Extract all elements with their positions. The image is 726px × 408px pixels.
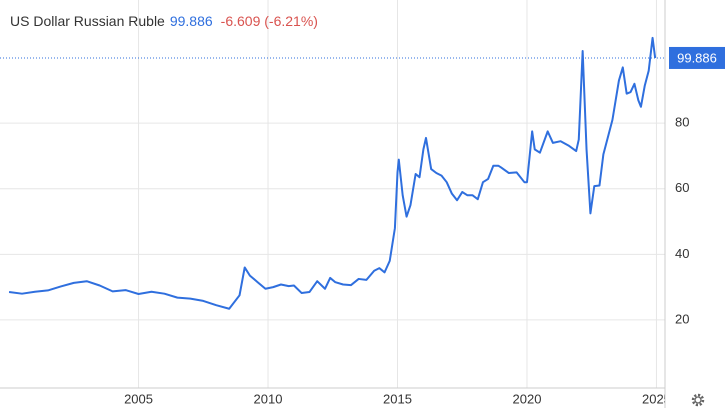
x-tick-label: 2025	[642, 391, 671, 406]
chart-title: US Dollar Russian Ruble	[10, 13, 165, 29]
y-tick-label: 40	[675, 246, 689, 261]
y-tick-label: 20	[675, 311, 689, 326]
x-tick-label: 2005	[124, 391, 153, 406]
x-tick-label: 2010	[254, 391, 283, 406]
y-tick-label: 80	[675, 115, 689, 130]
x-tick-label: 2020	[513, 391, 542, 406]
settings-icon[interactable]	[691, 393, 705, 407]
last-value: 99.886	[170, 13, 213, 29]
grid	[0, 0, 666, 408]
plot	[0, 36, 665, 310]
header: US Dollar Russian Ruble 99.886 -6.609 (-6.…	[10, 13, 318, 29]
y-tick-label: 60	[675, 180, 689, 195]
change: -6.609 (-6.21%)	[221, 13, 318, 29]
last-value-label: 99.886	[677, 50, 717, 65]
price-line	[8, 36, 657, 310]
x-axis: 2005 2010 2015 2020 2025	[124, 391, 671, 406]
x-tick-label: 2015	[383, 391, 412, 406]
last-value-box	[669, 46, 725, 69]
